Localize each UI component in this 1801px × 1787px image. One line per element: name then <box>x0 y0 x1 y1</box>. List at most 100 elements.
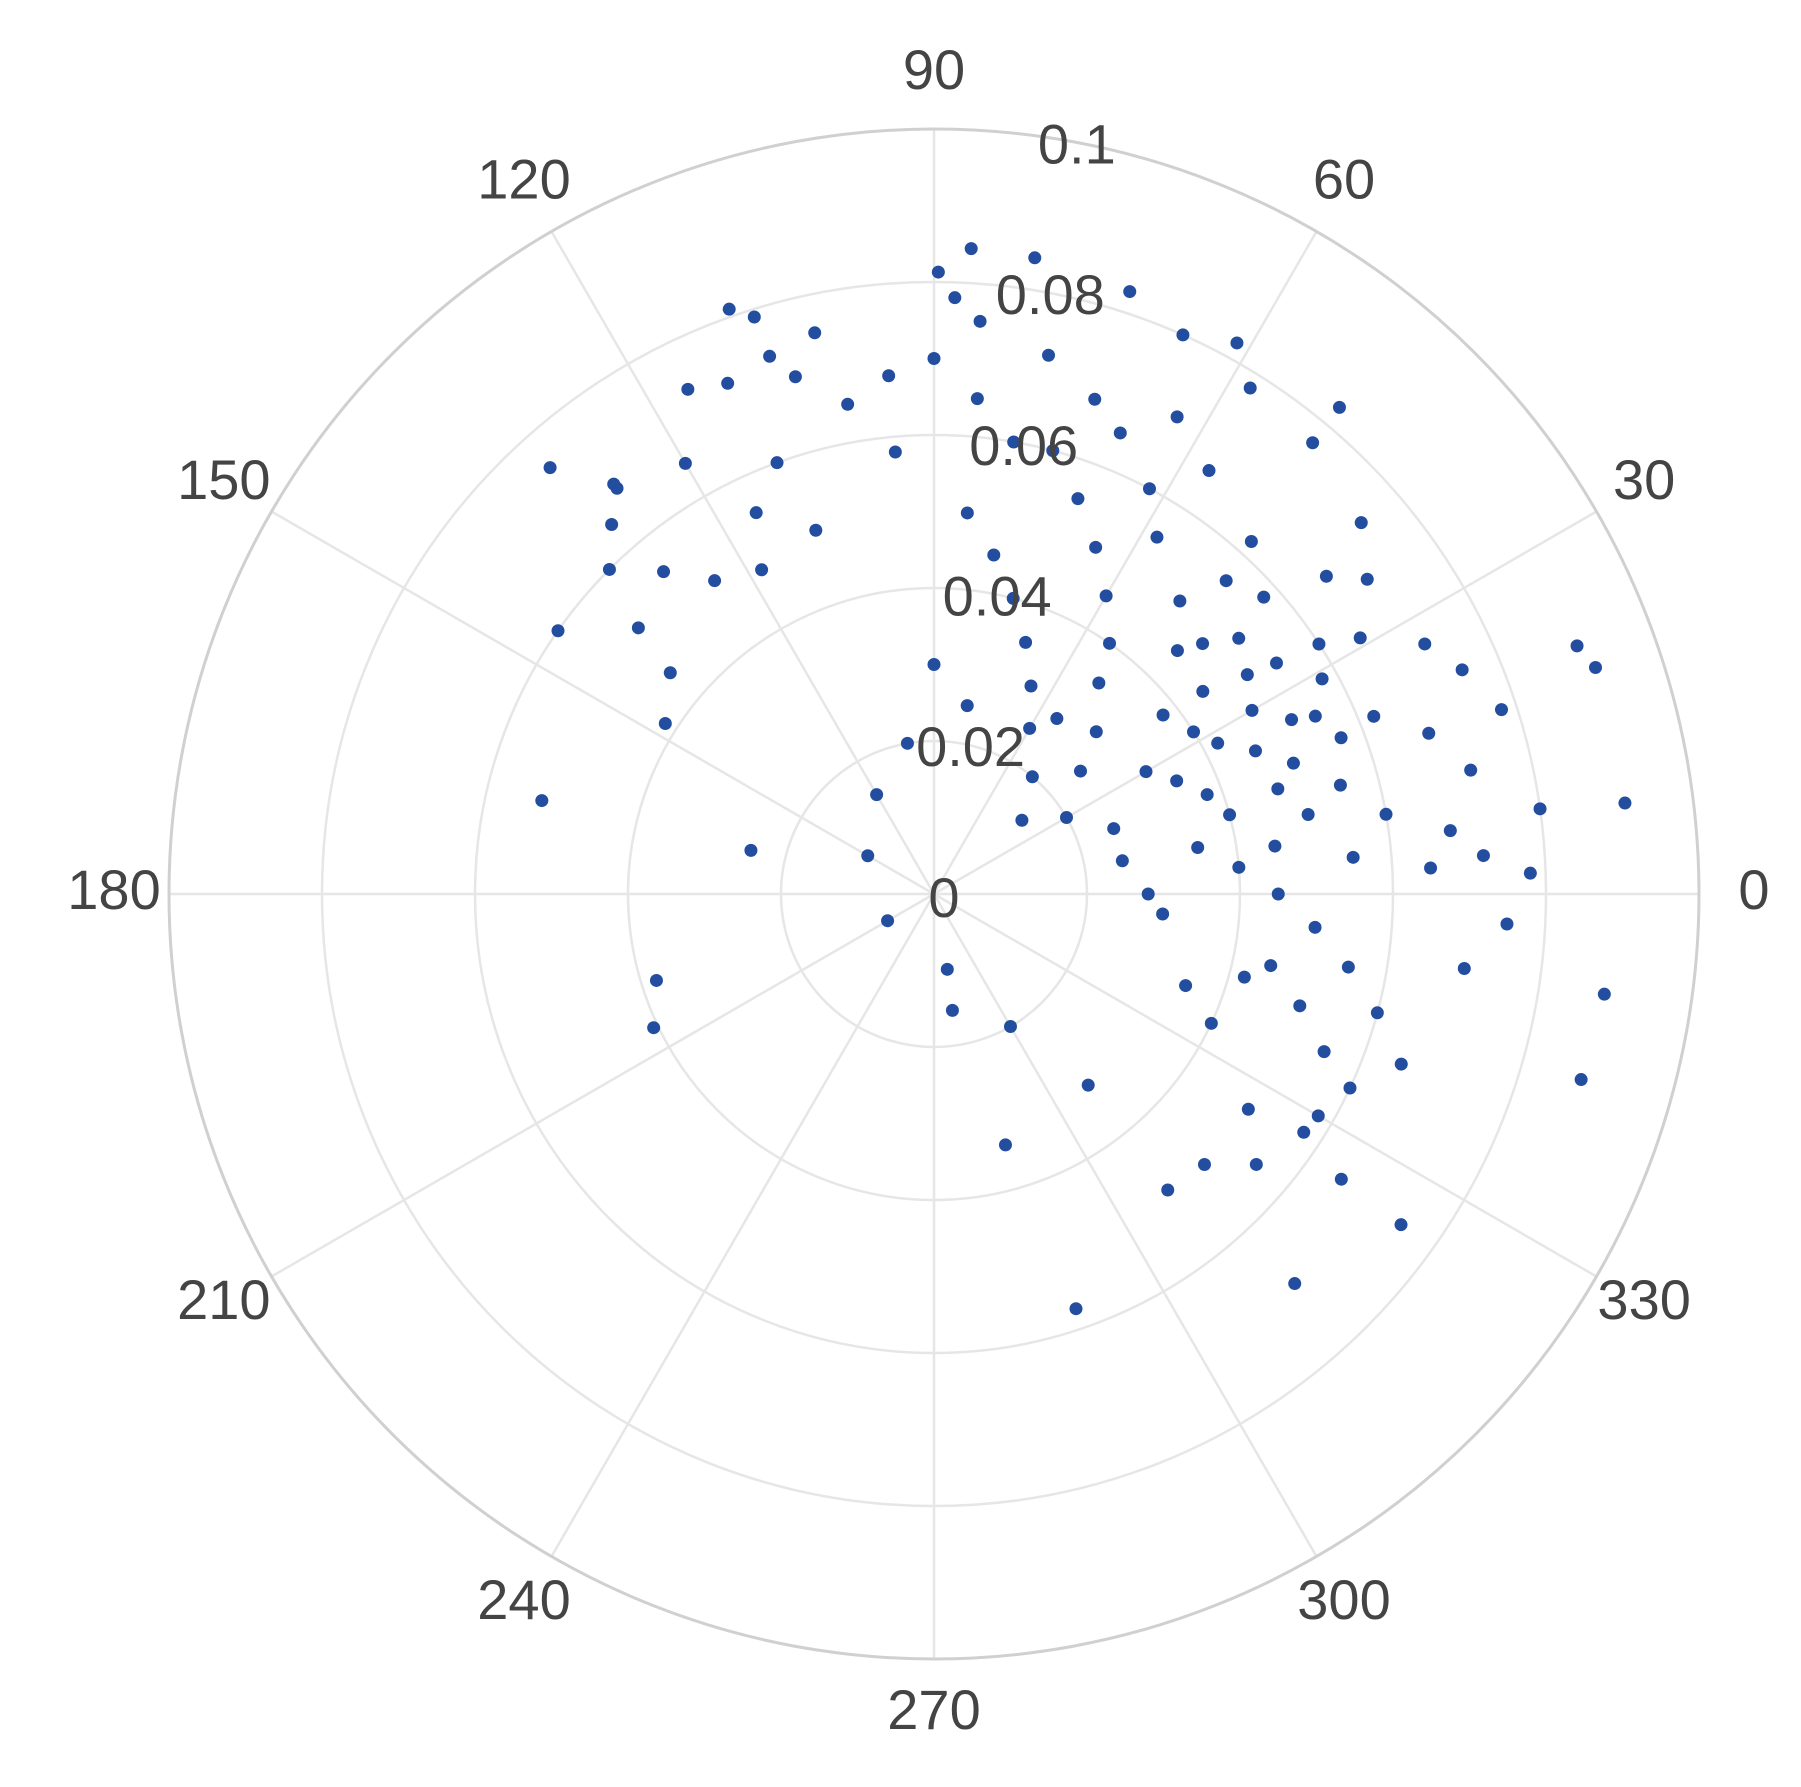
point <box>1248 744 1262 758</box>
point <box>663 666 677 680</box>
point <box>1271 887 1285 901</box>
point <box>1334 1172 1348 1186</box>
point <box>1107 822 1121 836</box>
point <box>1219 574 1233 588</box>
point <box>1333 778 1347 792</box>
point <box>970 392 984 406</box>
theta-tick-label: 180 <box>67 858 160 921</box>
point <box>1223 808 1237 822</box>
point <box>1245 703 1259 717</box>
point <box>1269 656 1283 670</box>
point <box>1232 631 1246 645</box>
point <box>1071 492 1085 506</box>
point <box>1007 435 1021 449</box>
point <box>1103 636 1117 650</box>
point <box>1370 1006 1384 1020</box>
point <box>1202 464 1216 478</box>
point <box>1088 392 1102 406</box>
point <box>1006 591 1020 605</box>
point <box>1312 637 1326 651</box>
grid-spoke <box>933 892 1598 1278</box>
point <box>1232 860 1246 874</box>
point <box>1025 770 1039 784</box>
point <box>870 788 884 802</box>
point <box>1099 589 1113 603</box>
point <box>1285 713 1299 727</box>
point <box>1015 813 1029 827</box>
point <box>1332 400 1346 414</box>
point <box>755 563 769 577</box>
grid-ring <box>473 433 1395 1355</box>
point <box>1204 1016 1218 1030</box>
point <box>1311 1109 1325 1123</box>
point <box>1197 1157 1211 1171</box>
point <box>931 265 945 279</box>
point <box>1092 676 1106 690</box>
point <box>1170 774 1184 788</box>
point <box>1618 796 1632 810</box>
point <box>888 445 902 459</box>
point <box>1196 637 1210 651</box>
point <box>1046 444 1060 458</box>
point <box>1394 1218 1408 1232</box>
point <box>1353 631 1367 645</box>
grid-ring <box>626 586 1242 1202</box>
r-tick-label: 0.1 <box>1038 112 1116 175</box>
point <box>1211 736 1225 750</box>
point <box>721 376 735 390</box>
point <box>1334 731 1348 745</box>
grid-spoke <box>550 230 936 895</box>
point <box>1089 725 1103 739</box>
point <box>747 310 761 324</box>
point <box>1089 540 1103 554</box>
point <box>808 326 822 340</box>
outer-ring <box>167 127 1701 1661</box>
point <box>788 370 802 384</box>
point <box>1464 763 1478 777</box>
point <box>1179 979 1193 993</box>
point <box>881 914 895 928</box>
point <box>1060 811 1074 824</box>
point <box>647 1021 661 1035</box>
point <box>1004 1020 1017 1034</box>
point <box>1244 535 1258 549</box>
point <box>770 456 784 470</box>
point <box>948 291 962 305</box>
theta-tick-label: 120 <box>477 148 570 211</box>
point <box>649 973 663 987</box>
point <box>1156 708 1170 722</box>
theta-tick-label: 270 <box>887 1678 980 1741</box>
point <box>1170 410 1184 424</box>
point <box>1170 644 1184 658</box>
point <box>1570 639 1584 653</box>
point <box>1379 807 1393 821</box>
point <box>927 352 941 365</box>
point <box>1476 849 1490 863</box>
point <box>1257 590 1271 604</box>
grid-spoke <box>933 510 1598 896</box>
point <box>763 349 777 363</box>
theta-tick-label: 30 <box>1613 448 1675 511</box>
point <box>605 517 619 531</box>
point <box>1150 530 1164 544</box>
point <box>861 849 875 863</box>
point <box>1360 572 1374 586</box>
theta-tick-label: 60 <box>1313 148 1375 211</box>
point <box>1161 1183 1175 1197</box>
point <box>631 621 645 635</box>
theta-tick-label: 0 <box>1738 858 1769 921</box>
point <box>602 562 616 576</box>
grid-ring <box>320 280 1548 1508</box>
point <box>1249 1157 1263 1171</box>
point <box>964 242 978 256</box>
point <box>1457 962 1471 976</box>
r-tick-label: 0.06 <box>969 414 1078 477</box>
grid-spoke <box>932 230 1318 895</box>
point <box>1354 516 1368 530</box>
point <box>1243 381 1257 395</box>
point <box>809 523 823 537</box>
point <box>1317 1045 1331 1059</box>
point <box>1306 436 1320 450</box>
point <box>1200 788 1214 802</box>
